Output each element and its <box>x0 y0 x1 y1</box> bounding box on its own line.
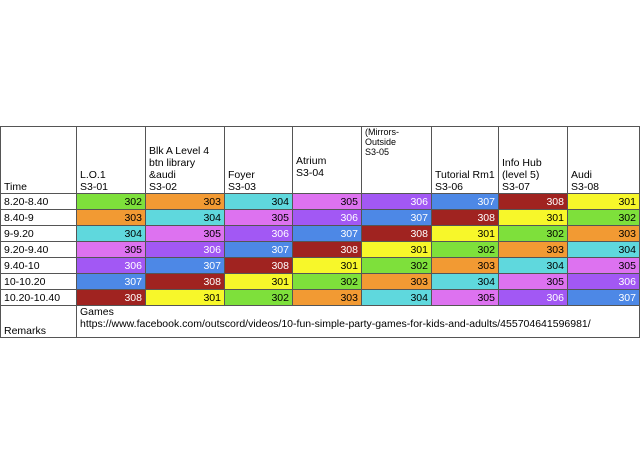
class-cell: 304 <box>567 241 640 258</box>
class-cell: 305 <box>224 209 293 226</box>
schedule-table: Time L.O.1 S3-01 Blk A Level 4 btn library… <box>0 126 640 338</box>
time-cell: 9-9.20 <box>0 225 77 242</box>
schedule-row: 8.40-9 303 304 305 306 307 308 301 302 <box>0 209 640 226</box>
class-cell: 305 <box>76 241 146 258</box>
location-header-6: Tutorial Rm1 S3-06 <box>431 126 499 194</box>
class-cell: 301 <box>498 209 568 226</box>
remarks-title: Games <box>80 306 114 319</box>
class-cell: 305 <box>431 289 499 306</box>
class-cell: 301 <box>145 289 225 306</box>
location-header-3: Foyer S3-03 <box>224 126 293 194</box>
class-cell: 304 <box>145 209 225 226</box>
class-cell: 308 <box>361 225 432 242</box>
class-cell: 307 <box>224 241 293 258</box>
class-cell: 301 <box>567 193 640 210</box>
class-cell: 304 <box>431 273 499 290</box>
class-cell: 306 <box>567 273 640 290</box>
class-cell: 305 <box>292 193 362 210</box>
class-cell: 302 <box>361 257 432 274</box>
class-cell: 307 <box>361 209 432 226</box>
schedule-row: 10.20-10.40 308 301 302 303 304 305 306 307 <box>0 289 640 306</box>
location-header-5: (Mirrors-Outside S3-05 <box>361 126 432 194</box>
class-cell: 303 <box>145 193 225 210</box>
header-row: Time L.O.1 S3-01 Blk A Level 4 btn library… <box>0 126 640 194</box>
schedule-row: 9.40-10 306 307 308 301 302 303 304 305 <box>0 257 640 274</box>
class-cell: 301 <box>292 257 362 274</box>
class-cell: 306 <box>224 225 293 242</box>
class-cell: 302 <box>498 225 568 242</box>
location-header-7: Info Hub (level 5) S3-07 <box>498 126 568 194</box>
class-cell: 308 <box>224 257 293 274</box>
class-cell: 303 <box>361 273 432 290</box>
time-cell: 9.20-9.40 <box>0 241 77 258</box>
class-cell: 302 <box>292 273 362 290</box>
time-cell: 9.40-10 <box>0 257 77 274</box>
class-cell: 307 <box>567 289 640 306</box>
class-cell: 303 <box>567 225 640 242</box>
class-cell: 305 <box>498 273 568 290</box>
schedule-row: 9.20-9.40 305 306 307 308 301 302 303 304 <box>0 241 640 258</box>
class-cell: 303 <box>292 289 362 306</box>
class-cell: 303 <box>498 241 568 258</box>
location-header-1: L.O.1 S3-01 <box>76 126 146 194</box>
class-cell: 307 <box>76 273 146 290</box>
remarks-content: Games https://www.facebook.com/outscord/… <box>76 305 640 338</box>
remarks-label: Remarks <box>0 305 77 338</box>
location-header-8: Audi S3-08 <box>567 126 640 194</box>
schedule-row: 8.20-8.40 302 303 304 305 306 307 308 301 <box>0 193 640 210</box>
class-cell: 306 <box>76 257 146 274</box>
class-cell: 308 <box>431 209 499 226</box>
class-cell: 305 <box>145 225 225 242</box>
time-cell: 10.20-10.40 <box>0 289 77 306</box>
class-cell: 301 <box>431 225 499 242</box>
class-cell: 301 <box>361 241 432 258</box>
remarks-row: Remarks Games https://www.facebook.com/o… <box>0 305 640 338</box>
class-cell: 304 <box>224 193 293 210</box>
class-cell: 307 <box>145 257 225 274</box>
class-cell: 301 <box>224 273 293 290</box>
class-cell: 305 <box>567 257 640 274</box>
class-cell: 306 <box>498 289 568 306</box>
class-cell: 304 <box>498 257 568 274</box>
class-cell: 304 <box>76 225 146 242</box>
class-cell: 303 <box>431 257 499 274</box>
class-cell: 306 <box>361 193 432 210</box>
class-cell: 304 <box>361 289 432 306</box>
time-cell: 8.20-8.40 <box>0 193 77 210</box>
class-cell: 307 <box>292 225 362 242</box>
class-cell: 306 <box>292 209 362 226</box>
class-cell: 303 <box>76 209 146 226</box>
class-cell: 308 <box>76 289 146 306</box>
class-cell: 308 <box>498 193 568 210</box>
location-header-2: Blk A Level 4 btn library &audi S3-02 <box>145 126 225 194</box>
class-cell: 302 <box>224 289 293 306</box>
remarks-link[interactable]: https://www.facebook.com/outscord/videos… <box>80 318 591 330</box>
schedule-row: 9-9.20 304 305 306 307 308 301 302 303 <box>0 225 640 242</box>
class-cell: 308 <box>145 273 225 290</box>
class-cell: 308 <box>292 241 362 258</box>
class-cell: 302 <box>76 193 146 210</box>
time-header: Time <box>0 126 77 194</box>
time-cell: 10-10.20 <box>0 273 77 290</box>
location-header-4: Atrium S3-04 <box>292 126 362 194</box>
class-cell: 302 <box>431 241 499 258</box>
class-cell: 307 <box>431 193 499 210</box>
class-cell: 302 <box>567 209 640 226</box>
time-cell: 8.40-9 <box>0 209 77 226</box>
class-cell: 306 <box>145 241 225 258</box>
schedule-row: 10-10.20 307 308 301 302 303 304 305 306 <box>0 273 640 290</box>
